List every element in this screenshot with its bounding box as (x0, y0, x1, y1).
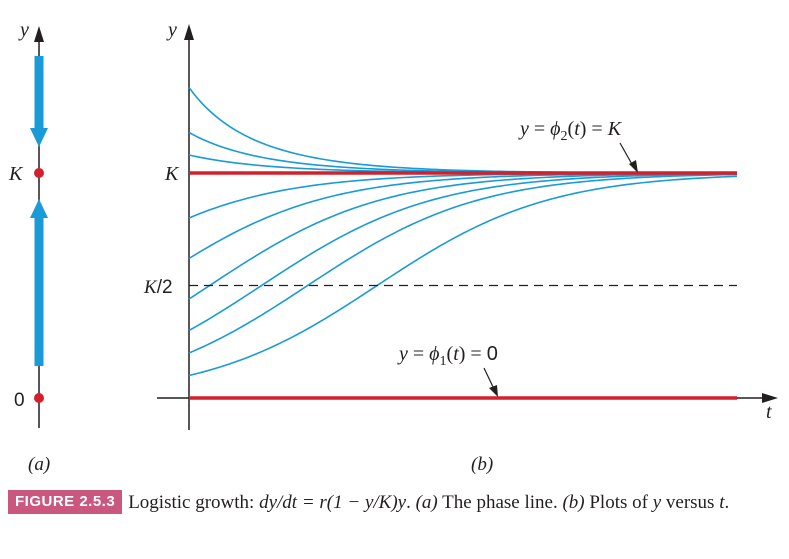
phase-line-panel: y K 0 (a) (8, 19, 50, 475)
y-tick-label-K: K (164, 163, 180, 185)
caption-text-f: . (725, 492, 730, 513)
solution-curves (189, 88, 737, 376)
phase-line-axis-label: y (18, 19, 29, 41)
panel-a-label: (a) (28, 454, 50, 475)
solution-curve-1 (189, 88, 737, 173)
panel-b-label: (b) (471, 454, 493, 475)
equilibrium-point-zero (34, 393, 44, 403)
equilibrium-label-zero-pointer-head (489, 385, 498, 397)
caption-text-d: Plots of (585, 492, 653, 513)
phase-arrow-down-head (30, 128, 48, 147)
y-axis-arrowhead (184, 24, 194, 40)
equilibrium-label-zero-pointer (484, 368, 494, 389)
t-axis-label: t (766, 401, 772, 423)
phase-tick-label-K: K (8, 163, 24, 185)
caption-var-y: y (653, 492, 661, 513)
caption-text-b: . (406, 492, 416, 513)
caption-equation: dy/dt = r(1 − y/K)y (259, 492, 406, 513)
solution-curves-panel: y t K K/2 y = ϕ2(t) = K y = ϕ1(t) = 0 (b… (143, 19, 778, 475)
y-axis-label: y (166, 19, 177, 41)
equilibrium-label-zero: y = ϕ1(t) = 0 (397, 343, 498, 369)
caption-part-a: (a) (416, 492, 438, 513)
solution-curve-5 (189, 173, 737, 258)
caption-text-c: The phase line. (438, 492, 563, 513)
phase-arrow-up-head (30, 199, 48, 218)
solution-curve-8 (189, 174, 737, 353)
figure-number-badge: FIGURE 2.5.3 (8, 490, 122, 514)
equilibrium-label-K-pointer (620, 143, 633, 166)
solution-curve-7 (189, 174, 737, 331)
phase-line-axis-arrowhead (34, 26, 44, 42)
equilibrium-point-K (34, 168, 44, 178)
figure-caption: FIGURE 2.5.3 Logistic growth: dy/dt = r(1… (8, 490, 783, 516)
caption-part-b: (b) (562, 492, 584, 513)
caption-text-a: Logistic growth: (128, 492, 259, 513)
phase-tick-label-zero: 0 (14, 390, 25, 411)
caption-text-e: versus (661, 492, 719, 513)
equilibrium-label-K: y = ϕ2(t) = K (518, 118, 623, 144)
solution-curve-4 (189, 173, 737, 218)
y-tick-label-K-half: K/2 (143, 277, 173, 298)
